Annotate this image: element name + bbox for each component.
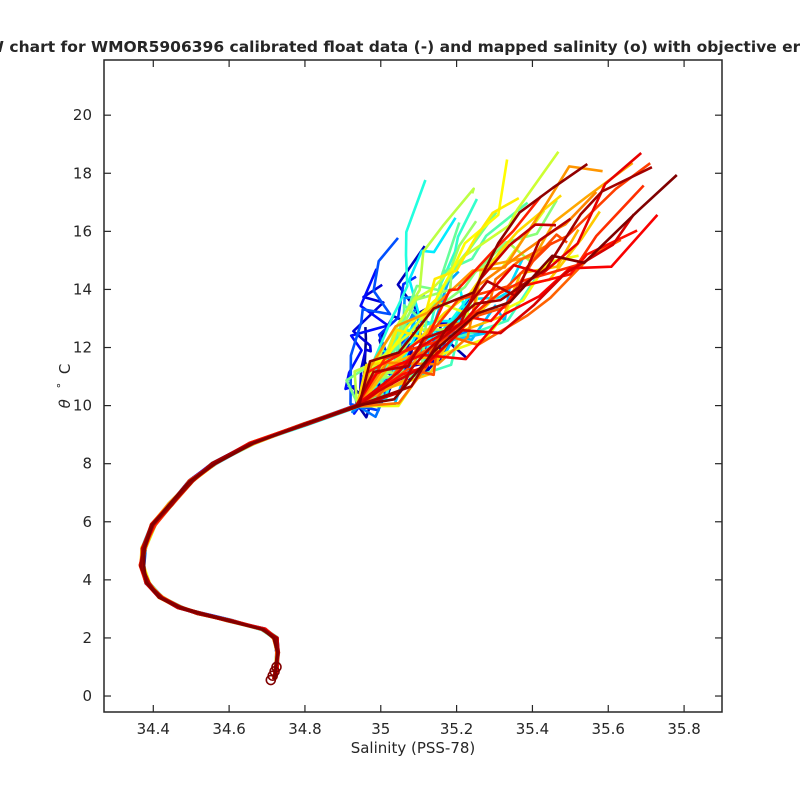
- profile-line: [142, 174, 678, 680]
- y-axis-label-theta: θ: [56, 399, 74, 408]
- y-tick-label: 18: [73, 164, 92, 182]
- x-tick-label: 35.4: [516, 720, 549, 738]
- x-tick-label: 34.6: [212, 720, 245, 738]
- y-tick-label: 16: [73, 222, 92, 240]
- x-tick-label: 35: [371, 720, 390, 738]
- x-tick-label: 35.8: [667, 720, 700, 738]
- y-tick-label: 20: [73, 106, 92, 124]
- y-tick-label: 14: [73, 280, 92, 298]
- y-tick-label: 8: [82, 455, 92, 473]
- y-tick-label: 12: [73, 339, 92, 357]
- marker-layer: [265, 661, 282, 686]
- chart-title: OW chart for WMOR5906396 calibrated floa…: [0, 38, 800, 56]
- x-tick-label: 34.4: [137, 720, 170, 738]
- y-tick-label: 4: [82, 571, 92, 589]
- y-axis-label-unit: C: [56, 364, 74, 374]
- x-tick-label: 35.2: [440, 720, 473, 738]
- x-tick-label: 34.8: [288, 720, 321, 738]
- mapped-salinity-marker: [271, 661, 282, 673]
- y-tick-label: 6: [82, 513, 92, 531]
- x-tick-label: 35.6: [592, 720, 625, 738]
- y-axis-label-degree: °: [55, 383, 68, 389]
- plot-frame: [103, 59, 723, 713]
- y-axis: 0 2 4 6 8 10 12 14 16 18 20: [73, 106, 722, 705]
- x-axis-label: Salinity (PSS-78): [351, 739, 476, 757]
- y-tick-label: 10: [73, 397, 92, 415]
- y-tick-label: 0: [82, 687, 92, 705]
- y-axis-label: θ ° C: [51, 364, 74, 409]
- y-tick-label: 2: [82, 629, 92, 647]
- x-axis: 34.4 34.6 34.8 35 35.2 35.4 35.6 35.8: [137, 60, 701, 738]
- series-layer: [138, 150, 678, 680]
